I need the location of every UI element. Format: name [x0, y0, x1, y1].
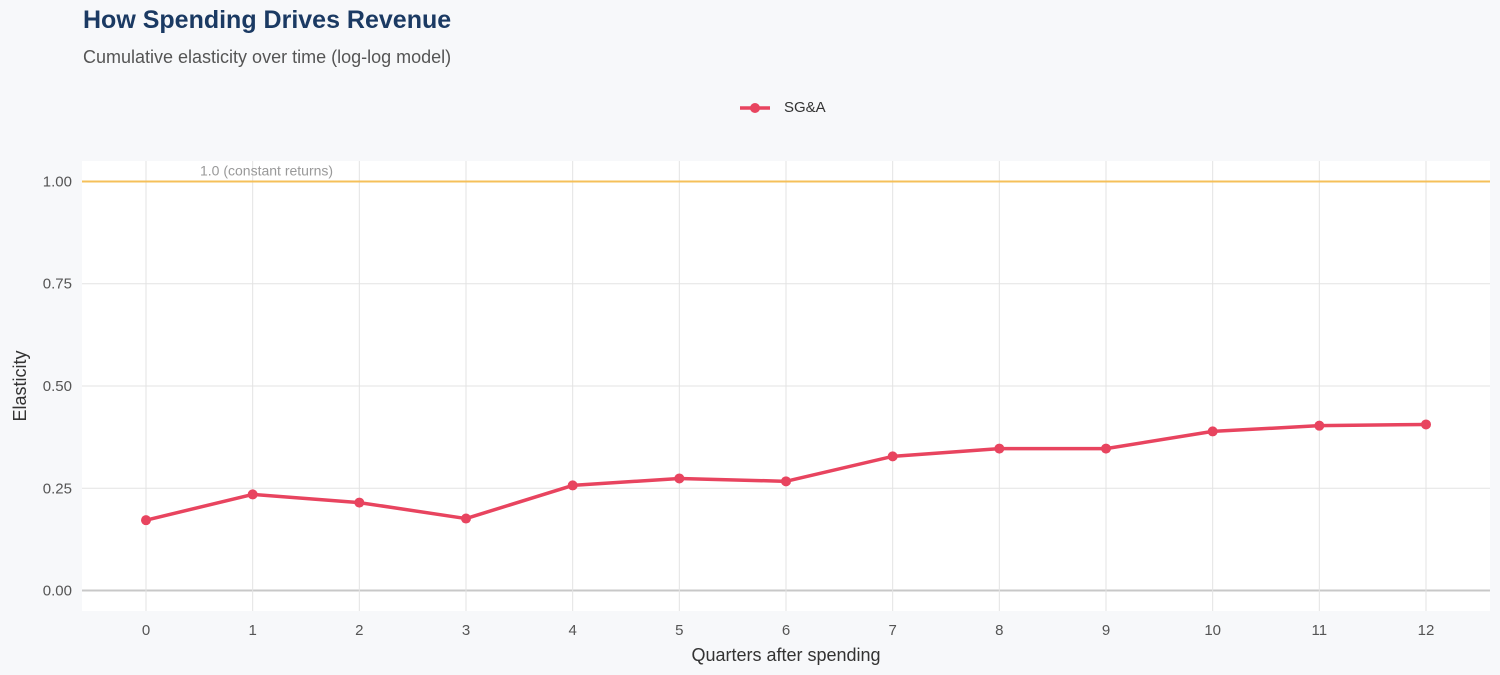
data-point	[1314, 420, 1325, 431]
x-tick-label: 7	[888, 622, 896, 639]
x-tick-label: 0	[142, 622, 150, 639]
data-point	[567, 480, 578, 491]
x-tick-label: 11	[1312, 622, 1328, 639]
chart-title: How Spending Drives Revenue	[83, 6, 452, 34]
data-point	[1101, 443, 1111, 454]
data-point	[887, 451, 898, 462]
data-point	[674, 473, 685, 484]
y-tick-label: 0.50	[43, 378, 72, 395]
legend-label: SG&A	[784, 99, 826, 116]
legend: SG&A	[740, 99, 826, 116]
legend-marker-icon	[740, 102, 770, 113]
data-point	[141, 515, 151, 526]
x-tick-label: 10	[1204, 622, 1221, 639]
y-tick-label: 0.25	[43, 480, 72, 497]
y-tick-label: 1.00	[43, 173, 72, 190]
data-point	[247, 489, 258, 500]
x-tick-label: 9	[1102, 622, 1110, 639]
reference-line-label: 1.0 (constant returns)	[200, 162, 333, 178]
data-point	[994, 443, 1005, 454]
y-tick-label: 0.00	[43, 583, 72, 600]
x-tick-label: 3	[462, 622, 470, 639]
data-point	[461, 513, 471, 524]
x-axis-label: Quarters after spending	[691, 645, 880, 665]
x-tick-label: 2	[355, 622, 363, 639]
x-tick-label: 4	[568, 622, 576, 639]
data-point	[1421, 419, 1431, 430]
data-point	[1207, 426, 1218, 437]
y-tick-label: 0.75	[43, 276, 72, 293]
chart-subtitle: Cumulative elasticity over time (log-log…	[83, 47, 452, 67]
x-tick-label: 6	[782, 622, 790, 639]
y-axis-label: Elasticity	[10, 350, 30, 421]
data-point	[781, 476, 791, 487]
data-point	[354, 497, 365, 508]
x-tick-label: 12	[1418, 622, 1435, 639]
x-tick-label: 1	[248, 622, 256, 639]
x-tick-label: 8	[995, 622, 1003, 639]
x-tick-label: 5	[675, 622, 683, 639]
